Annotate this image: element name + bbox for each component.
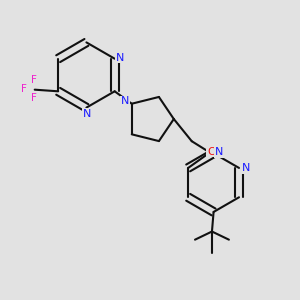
Text: N: N (215, 147, 223, 157)
Text: F: F (32, 94, 37, 103)
Text: N: N (242, 163, 250, 173)
Text: F: F (32, 75, 37, 85)
Text: N: N (83, 109, 92, 119)
Text: F: F (21, 84, 27, 94)
Text: O: O (207, 147, 216, 157)
Text: N: N (121, 96, 129, 106)
Text: N: N (116, 53, 124, 63)
